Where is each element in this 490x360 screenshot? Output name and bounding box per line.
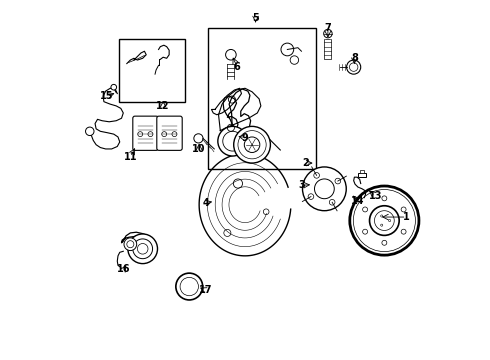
Text: 6: 6 — [234, 62, 241, 72]
Circle shape — [350, 186, 419, 255]
Bar — [360, 170, 364, 173]
Text: 10: 10 — [193, 144, 206, 154]
Circle shape — [281, 43, 294, 56]
Circle shape — [124, 238, 137, 251]
Bar — [208, 28, 316, 170]
Bar — [358, 173, 366, 177]
Text: 7: 7 — [324, 23, 331, 33]
Circle shape — [290, 56, 298, 64]
FancyBboxPatch shape — [157, 116, 182, 150]
Text: 5: 5 — [252, 13, 259, 23]
Circle shape — [176, 273, 203, 300]
Text: 11: 11 — [123, 152, 137, 162]
Text: 2: 2 — [302, 158, 309, 168]
Circle shape — [225, 49, 236, 60]
Circle shape — [302, 167, 346, 211]
Text: 15: 15 — [99, 91, 113, 101]
Text: 4: 4 — [203, 198, 210, 208]
Circle shape — [128, 234, 157, 264]
Circle shape — [346, 60, 361, 74]
Circle shape — [234, 126, 270, 163]
Bar — [362, 195, 368, 199]
Text: 8: 8 — [351, 53, 358, 63]
Circle shape — [194, 134, 203, 143]
Circle shape — [324, 30, 332, 38]
Text: 13: 13 — [369, 191, 382, 201]
Text: 9: 9 — [242, 133, 248, 143]
FancyBboxPatch shape — [133, 116, 158, 150]
Text: 3: 3 — [298, 180, 305, 190]
Text: 16: 16 — [117, 264, 131, 274]
Circle shape — [111, 84, 117, 90]
Circle shape — [86, 127, 94, 136]
Text: 17: 17 — [199, 285, 212, 295]
Circle shape — [218, 126, 247, 156]
Text: 14: 14 — [351, 196, 365, 206]
Text: 1: 1 — [403, 212, 410, 222]
Bar — [119, 39, 185, 102]
Text: 12: 12 — [156, 101, 170, 111]
